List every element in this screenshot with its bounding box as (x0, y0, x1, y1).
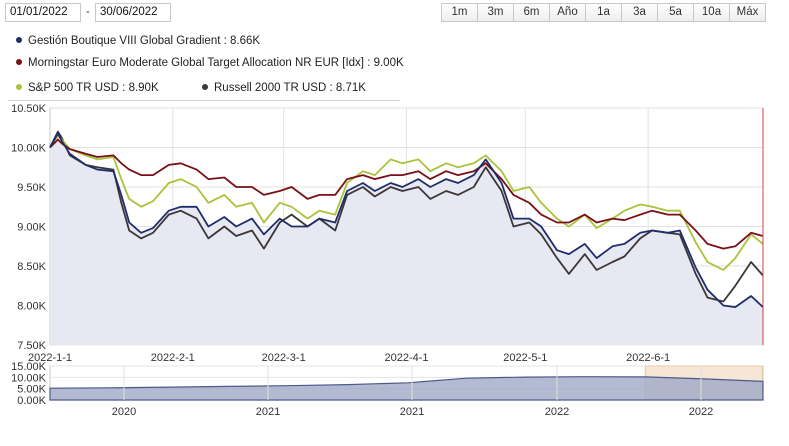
navigator-y-label: 10.00K (11, 372, 47, 384)
range-button-3y[interactable]: 3a (621, 3, 658, 22)
y-tick-label: 7.50K (17, 340, 46, 352)
navigator-x-label: 2022 (545, 406, 569, 418)
legend-item-russell[interactable]: Russell 2000 TR USD : 8.71K (202, 81, 366, 95)
x-tick-label: 2022-6-1 (626, 352, 670, 364)
navigator-series-area (49, 376, 764, 401)
range-button-5y[interactable]: 5a (657, 3, 694, 22)
range-button-max[interactable]: Máx (729, 3, 766, 22)
y-tick-label: 10.00K (11, 143, 47, 155)
navigator-y-label: 15.00K (11, 361, 47, 373)
benchmark-line (49, 138, 764, 250)
x-tick-label: 2022-4-1 (384, 352, 428, 364)
legend-marker (16, 84, 22, 90)
y-tick-label: 8.00K (17, 301, 46, 313)
legend-label: Russell 2000 TR USD : 8.71K (214, 82, 366, 94)
navigator-x-label: 2021 (256, 406, 280, 418)
x-tick-label: 2022-3-1 (262, 352, 306, 364)
legend-label: Morningstar Euro Moderate Global Target … (28, 57, 404, 69)
navigator-y-label: 0.00K (17, 395, 46, 407)
legend-item-sp500[interactable]: S&P 500 TR USD : 8.90K (16, 81, 159, 95)
range-button-group: 1m 3m 6m Año 1a 3a 5a 10a Máx (441, 3, 766, 22)
end-date-input[interactable]: 30/06/2022 (95, 3, 171, 22)
date-separator: - (86, 6, 90, 18)
x-tick-label: 2022-1-1 (28, 352, 72, 364)
y-tick-label: 10.50K (11, 103, 47, 115)
legend-marker (16, 37, 22, 43)
legend-label: Gestión Boutique VIII Global Gradient : … (28, 35, 261, 47)
range-button-6m[interactable]: 6m (513, 3, 550, 22)
x-tick-label: 2022-5-1 (503, 352, 547, 364)
legend-marker (202, 84, 208, 90)
y-tick-label: 9.50K (17, 182, 46, 194)
x-tick-label: 2022-2-1 (151, 352, 195, 364)
legend-item-benchmark[interactable]: Morningstar Euro Moderate Global Target … (16, 56, 404, 70)
range-button-1m[interactable]: 1m (441, 3, 478, 22)
navigator-x-label: 2021 (400, 406, 424, 418)
start-date-input[interactable]: 01/01/2022 (5, 3, 81, 22)
fund-line (49, 132, 764, 308)
y-tick-label: 8.50K (17, 261, 46, 273)
legend-marker (16, 59, 22, 65)
navigator-x-label: 2022 (689, 406, 713, 418)
sp500-line (49, 134, 764, 271)
legend-label: S&P 500 TR USD : 8.90K (28, 82, 159, 94)
legend-item-fund[interactable]: Gestión Boutique VIII Global Gradient : … (16, 34, 260, 48)
russell-line (49, 130, 764, 303)
navigator-x-label: 2020 (112, 406, 136, 418)
y-tick-label: 9.00K (17, 222, 46, 234)
legend-divider (8, 100, 400, 101)
fund-area-fill (50, 133, 763, 345)
navigator-y-label: 5.00K (17, 384, 46, 396)
range-button-ytd[interactable]: Año (549, 3, 586, 22)
range-button-10y[interactable]: 10a (693, 3, 730, 22)
